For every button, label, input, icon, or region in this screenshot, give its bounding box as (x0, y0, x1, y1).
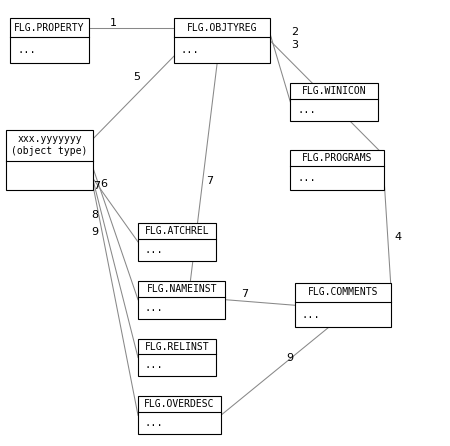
Text: 9: 9 (286, 353, 293, 363)
Text: 7: 7 (206, 176, 213, 186)
Text: ...: ... (297, 173, 316, 183)
Text: 1: 1 (110, 18, 117, 28)
Text: 9: 9 (91, 227, 98, 237)
FancyBboxPatch shape (290, 83, 378, 121)
Text: FLG.NAMEINST: FLG.NAMEINST (146, 284, 217, 294)
Text: 3: 3 (291, 40, 298, 50)
Text: ...: ... (17, 45, 36, 55)
Text: 4: 4 (394, 231, 401, 242)
Text: FLG.PROPERTY: FLG.PROPERTY (14, 23, 85, 33)
FancyBboxPatch shape (10, 18, 89, 63)
Text: 6: 6 (100, 178, 107, 189)
FancyBboxPatch shape (295, 283, 391, 327)
Text: ...: ... (145, 303, 163, 313)
Text: 7: 7 (93, 181, 100, 190)
Text: ...: ... (302, 310, 320, 320)
Text: FLG.WINICON: FLG.WINICON (302, 86, 366, 96)
Text: FLG.RELINST: FLG.RELINST (145, 342, 210, 351)
Text: FLG.PROGRAMS: FLG.PROGRAMS (302, 153, 373, 163)
Text: ...: ... (180, 45, 199, 55)
Text: ...: ... (297, 105, 316, 115)
Text: 5: 5 (133, 71, 140, 82)
FancyBboxPatch shape (138, 223, 216, 261)
Text: FLG.OBJTYREG: FLG.OBJTYREG (187, 23, 257, 33)
Text: 7: 7 (241, 289, 248, 299)
Text: FLG.OVERDESC: FLG.OVERDESC (144, 399, 215, 409)
Text: ...: ... (145, 360, 163, 371)
FancyBboxPatch shape (6, 130, 93, 190)
FancyBboxPatch shape (174, 18, 270, 63)
FancyBboxPatch shape (138, 339, 216, 376)
Text: ...: ... (145, 245, 163, 255)
FancyBboxPatch shape (138, 281, 225, 318)
Text: 2: 2 (291, 27, 298, 37)
Text: 8: 8 (91, 210, 98, 220)
FancyBboxPatch shape (138, 396, 221, 434)
Text: FLG.ATCHREL: FLG.ATCHREL (145, 226, 210, 236)
Text: xxx.yyyyyyy
(object type): xxx.yyyyyyy (object type) (11, 134, 88, 156)
Text: ...: ... (145, 418, 163, 428)
Text: FLG.COMMENTS: FLG.COMMENTS (308, 287, 378, 297)
FancyBboxPatch shape (290, 150, 384, 190)
